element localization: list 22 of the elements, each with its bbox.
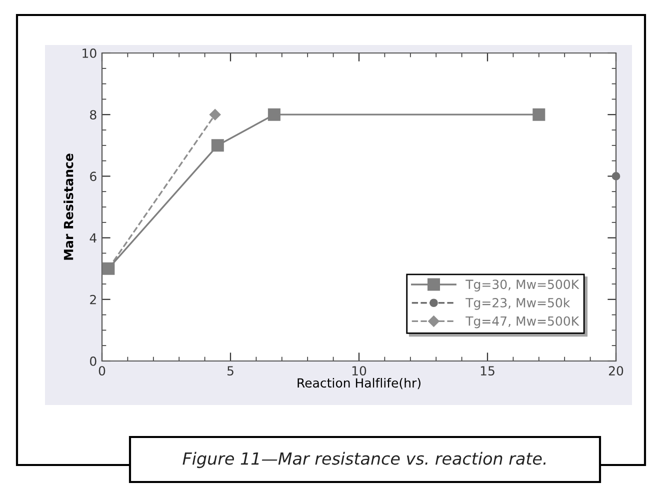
point [211, 139, 224, 152]
x-tick-label: 0 [98, 366, 106, 376]
point [268, 108, 280, 121]
y-tick-label: 0 [90, 356, 96, 366]
caption: Figure 11—Mar resistance vs. reaction rate. [182, 452, 546, 468]
x-axis-title: Reaction Halflife(hr) [298, 378, 420, 390]
y-tick-label: 10 [82, 48, 96, 58]
point [532, 108, 546, 121]
y-tick-label: 2 [90, 294, 96, 304]
y-tick-label: 8 [90, 110, 96, 120]
y-tick-label: 6 [90, 172, 96, 182]
x-tick-label: 20 [608, 366, 624, 376]
x-tick-label: 10 [352, 366, 366, 376]
point [612, 172, 620, 180]
x-tick-label: 15 [480, 366, 494, 376]
y-tick-label: 4 [90, 233, 96, 243]
y-axis-title: Mar Resistance [64, 154, 74, 260]
x-tick-label: 5 [227, 366, 234, 376]
legend-label: Tg=23, Mw=50k [466, 298, 570, 310]
point [209, 108, 221, 120]
legend-label: Tg=47, Mw=500K [466, 316, 580, 328]
legend-label: Tg=30, Mw=500K [466, 280, 580, 292]
